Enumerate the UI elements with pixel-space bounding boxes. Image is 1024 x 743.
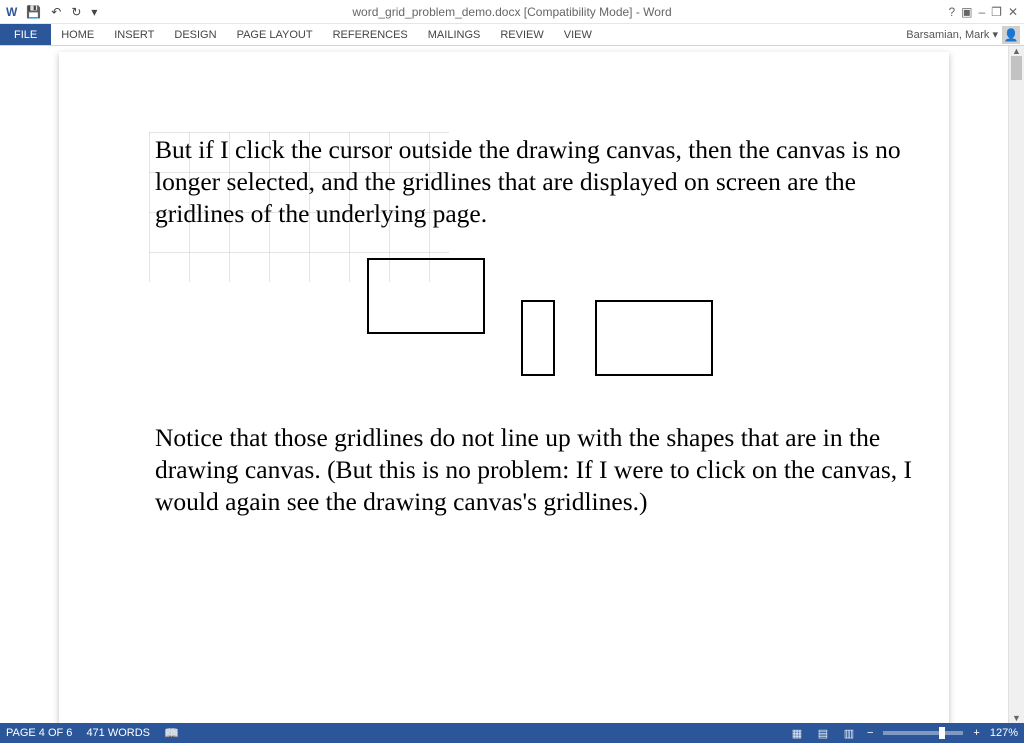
tab-home[interactable]: HOME xyxy=(51,24,104,45)
undo-button[interactable]: ↶ xyxy=(48,5,64,19)
page[interactable]: But if I click the cursor outside the dr… xyxy=(59,52,949,723)
scroll-up-arrow-icon[interactable]: ▲ xyxy=(1009,46,1024,56)
word-count[interactable]: 471 WORDS xyxy=(86,727,150,739)
zoom-out-button[interactable]: − xyxy=(867,727,873,739)
canvas-shape-rect-2[interactable] xyxy=(521,300,555,376)
tab-page-layout[interactable]: PAGE LAYOUT xyxy=(227,24,323,45)
tab-review[interactable]: REVIEW xyxy=(490,24,553,45)
ribbon-tabs: FILE HOME INSERT DESIGN PAGE LAYOUT REFE… xyxy=(0,24,1024,46)
titlebar: W 💾 ↶ ↻ ▾ word_grid_problem_demo.docx [C… xyxy=(0,0,1024,24)
avatar-icon: 👤 xyxy=(1002,26,1020,44)
word-icon: W xyxy=(4,5,19,19)
window-controls: ? ▣ – ❐ ✕ xyxy=(948,5,1024,19)
web-layout-button[interactable]: ▥ xyxy=(841,727,857,740)
file-tab[interactable]: FILE xyxy=(0,24,51,45)
statusbar-left: PAGE 4 OF 6 471 WORDS 📖 xyxy=(6,726,179,740)
help-button[interactable]: ? xyxy=(948,5,955,19)
read-mode-button[interactable]: ▦ xyxy=(789,727,805,740)
proofing-icon[interactable]: 📖 xyxy=(164,726,179,740)
ribbon-display-options-button[interactable]: ▣ xyxy=(961,5,972,19)
scroll-thumb[interactable] xyxy=(1011,56,1022,80)
scroll-down-arrow-icon[interactable]: ▼ xyxy=(1009,713,1024,723)
redo-button[interactable]: ↻ xyxy=(68,5,84,19)
zoom-level[interactable]: 127% xyxy=(990,727,1018,739)
zoom-in-button[interactable]: + xyxy=(973,727,979,739)
minimize-button[interactable]: – xyxy=(978,5,985,19)
document-area: But if I click the cursor outside the dr… xyxy=(0,46,1024,723)
canvas-shape-rect-3[interactable] xyxy=(595,300,713,376)
tab-design[interactable]: DESIGN xyxy=(164,24,226,45)
statusbar: PAGE 4 OF 6 471 WORDS 📖 ▦ ▤ ▥ − + 127% xyxy=(0,723,1024,743)
qat-customize-button[interactable]: ▾ xyxy=(88,5,100,19)
paragraph-2[interactable]: Notice that those gridlines do not line … xyxy=(155,422,939,518)
zoom-slider[interactable] xyxy=(883,731,963,735)
canvas-shape-rect-1[interactable] xyxy=(367,258,485,334)
page-wrap: But if I click the cursor outside the dr… xyxy=(0,46,1008,723)
restore-button[interactable]: ❐ xyxy=(991,5,1002,19)
tab-view[interactable]: VIEW xyxy=(554,24,602,45)
print-layout-button[interactable]: ▤ xyxy=(815,727,831,740)
zoom-slider-knob[interactable] xyxy=(939,727,945,739)
vertical-scrollbar[interactable]: ▲ ▼ xyxy=(1008,46,1024,723)
close-button[interactable]: ✕ xyxy=(1008,5,1018,19)
paragraph-1[interactable]: But if I click the cursor outside the dr… xyxy=(155,134,939,230)
window-title: word_grid_problem_demo.docx [Compatibili… xyxy=(0,5,1024,19)
statusbar-right: ▦ ▤ ▥ − + 127% xyxy=(789,727,1018,740)
save-button[interactable]: 💾 xyxy=(23,5,44,19)
account-area[interactable]: Barsamian, Mark ▾ 👤 xyxy=(906,24,1020,45)
quick-access-toolbar: W 💾 ↶ ↻ ▾ xyxy=(0,5,100,19)
tab-references[interactable]: REFERENCES xyxy=(323,24,418,45)
tab-insert[interactable]: INSERT xyxy=(104,24,164,45)
account-name: Barsamian, Mark ▾ xyxy=(906,28,998,41)
tab-mailings[interactable]: MAILINGS xyxy=(418,24,491,45)
page-indicator[interactable]: PAGE 4 OF 6 xyxy=(6,727,72,739)
